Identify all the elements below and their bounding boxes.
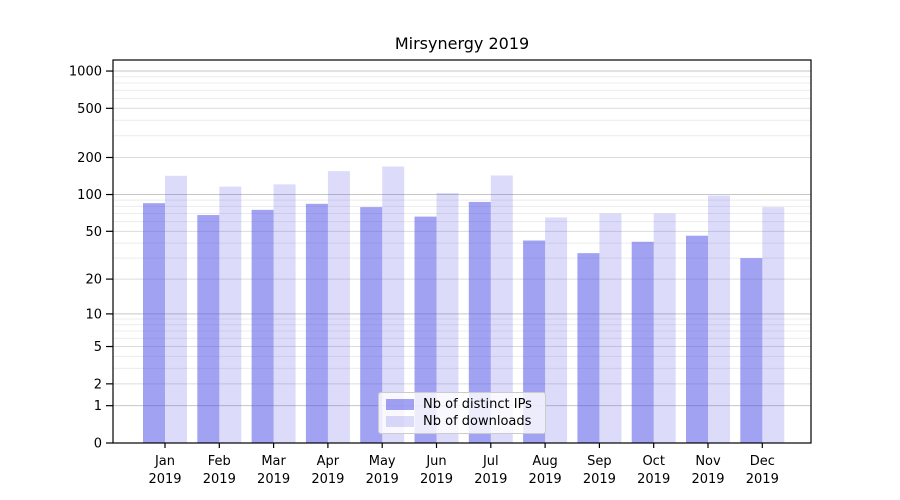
- x-tick-label-year: 2019: [691, 472, 724, 487]
- plot-frame: [112, 59, 812, 444]
- x-tick-label-year: 2019: [257, 472, 290, 487]
- y-tick-label: 1: [94, 399, 102, 414]
- x-tick-label-month: Nov: [695, 454, 721, 469]
- bar-distinct-ips-jun: [414, 216, 437, 443]
- legend: Nb of distinct IPs Nb of downloads: [378, 392, 546, 434]
- bar-downloads-jul: [490, 175, 513, 443]
- legend-swatch-distinct-ips: [386, 399, 414, 410]
- y-tick-label: 500: [77, 102, 102, 117]
- legend-label-downloads: Nb of downloads: [423, 413, 532, 429]
- bar-distinct-ips-may: [360, 207, 383, 443]
- x-tick-label-month: Mar: [261, 454, 286, 469]
- x-tick-label-year: 2019: [366, 472, 399, 487]
- y-tick-label: 2: [94, 377, 102, 392]
- bar-downloads-nov: [708, 195, 730, 443]
- bar-downloads-jan: [165, 175, 187, 443]
- x-tick-label-year: 2019: [311, 472, 344, 487]
- legend-swatch-downloads: [386, 416, 414, 427]
- legend-row-downloads: Nb of downloads: [386, 413, 545, 429]
- bar-downloads-sep: [599, 213, 622, 443]
- bar-downloads-oct: [653, 213, 676, 443]
- legend-label-distinct-ips: Nb of distinct IPs: [423, 396, 532, 412]
- y-tick-label: 10: [85, 307, 102, 322]
- bar-distinct-ips-sep: [577, 253, 600, 443]
- chart-title: Mirsynergy 2019: [394, 34, 530, 53]
- x-tick-label-month: May: [369, 454, 396, 469]
- y-tick-label: 1000: [69, 65, 102, 80]
- x-tick-label-year: 2019: [148, 472, 181, 487]
- x-tick-label-year: 2019: [746, 472, 779, 487]
- x-tick-label-month: Dec: [750, 454, 775, 469]
- y-tick-label: 5: [94, 340, 102, 355]
- bar-downloads-feb: [219, 186, 242, 443]
- x-tick-label-year: 2019: [474, 472, 507, 487]
- bar-distinct-ips-jan: [143, 203, 165, 443]
- bar-downloads-may: [382, 166, 405, 443]
- y-tick-label: 200: [77, 151, 102, 166]
- bar-distinct-ips-oct: [631, 241, 654, 443]
- x-tick-label-month: Aug: [532, 454, 557, 469]
- x-tick-label-month: Jun: [425, 454, 446, 469]
- y-tick-label: 0: [94, 437, 102, 452]
- x-tick-label-year: 2019: [637, 472, 670, 487]
- bar-downloads-jun: [436, 192, 459, 443]
- bar-distinct-ips-apr: [305, 203, 328, 443]
- x-tick-label-year: 2019: [583, 472, 616, 487]
- x-tick-label-year: 2019: [529, 472, 562, 487]
- bar-distinct-ips-jul: [468, 201, 491, 443]
- x-tick-label-year: 2019: [203, 472, 236, 487]
- bar-downloads-dec: [762, 207, 785, 443]
- bar-downloads-apr: [327, 171, 350, 443]
- x-tick-label-month: Apr: [317, 454, 340, 469]
- x-tick-label-month: Oct: [642, 454, 664, 469]
- x-tick-label-month: Sep: [587, 454, 612, 469]
- bar-distinct-ips-mar: [251, 209, 274, 443]
- y-tick-label: 20: [85, 273, 102, 288]
- x-tick-label-year: 2019: [420, 472, 453, 487]
- bar-downloads-mar: [273, 184, 296, 443]
- bar-distinct-ips-nov: [686, 235, 708, 443]
- y-tick-label: 100: [77, 188, 102, 203]
- bar-downloads-aug: [545, 217, 568, 443]
- x-tick-label-month: Jan: [154, 454, 175, 469]
- x-tick-label-month: Feb: [208, 454, 231, 469]
- x-tick-label-month: Jul: [482, 454, 499, 469]
- bar-distinct-ips-feb: [197, 215, 220, 443]
- legend-row-distinct-ips: Nb of distinct IPs: [386, 396, 545, 412]
- y-tick-label: 50: [85, 225, 102, 240]
- bar-distinct-ips-dec: [740, 258, 763, 443]
